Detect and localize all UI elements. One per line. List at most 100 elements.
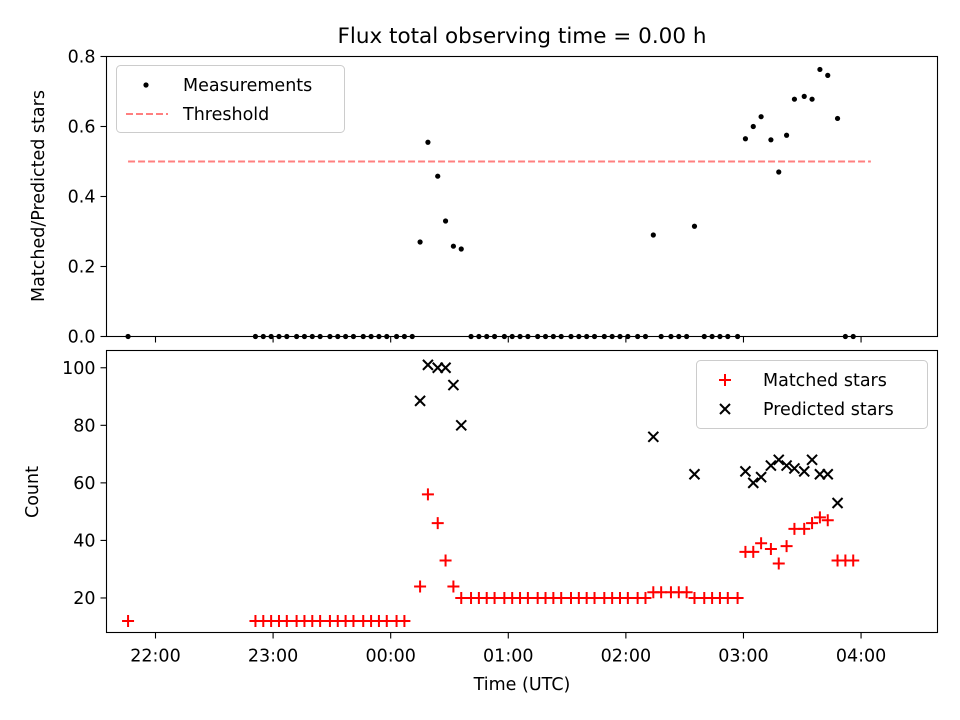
matched-star-point — [821, 514, 834, 527]
y-tick-label: 0.2 — [68, 258, 96, 278]
matched-star-point — [398, 614, 411, 627]
y-tick-label: 20 — [73, 589, 95, 609]
matched-star-point — [813, 511, 826, 524]
predicted-star-point — [806, 454, 818, 466]
measurement-point — [450, 243, 457, 249]
x-tick-label: 03:00 — [718, 647, 768, 667]
legend-threshold-label: Threshold — [182, 105, 269, 125]
predicted-star-point — [439, 362, 452, 374]
x-tick-label: 01:00 — [483, 647, 533, 667]
matched-star-point — [414, 580, 427, 593]
matched-star-point — [680, 586, 693, 599]
top-y-ticks: 0.0 0.2 0.4 0.6 0.8 — [68, 48, 107, 348]
predicted-star-point — [739, 465, 752, 478]
legend-predicted-label: Predicted stars — [763, 400, 894, 420]
predicted-star-point — [647, 431, 660, 443]
measurement-point — [791, 96, 798, 102]
bottom-x-ticks: 22:00 23:00 00:00 01:00 02:00 03:00 04:00 — [130, 632, 886, 667]
measurement-point — [817, 66, 823, 73]
bottom-series — [122, 359, 860, 627]
measurement-point — [442, 218, 449, 224]
predicted-star-point — [688, 468, 701, 480]
predicted-star-point — [447, 379, 460, 391]
matched-star-point — [798, 522, 811, 535]
bottom-plot-frame — [105, 349, 939, 634]
y-tick-label: 0.8 — [68, 48, 96, 68]
matched-star-point — [764, 543, 777, 556]
x-tick-label: 02:00 — [601, 647, 651, 667]
legend-matched-marker — [719, 374, 731, 386]
measurement-point — [758, 114, 764, 120]
matched-star-point — [747, 545, 760, 558]
measurement-point — [742, 136, 749, 142]
predicted-star-point — [455, 419, 467, 432]
x-tick-label: 22:00 — [130, 647, 180, 667]
bottom-legend-box — [696, 360, 928, 429]
bottom-panel: 20 40 60 80 100 22:00 23:00 00:00 01:00 02:00 03:… — [23, 349, 939, 695]
measurement-point — [650, 232, 656, 238]
chart-title: Flux total observing time = 0.00 h — [338, 24, 707, 49]
matched-star-point — [755, 537, 768, 550]
y-tick-label: 100 — [62, 359, 95, 379]
top-legend-box — [116, 65, 345, 133]
measurement-point — [458, 246, 464, 252]
predicted-star-point — [755, 471, 767, 483]
y-tick-label: 0.0 — [68, 328, 96, 348]
top-panel: 0.00.20.40.60.8 Matched/Predicted stars … — [29, 48, 939, 348]
legend-measurements-label: Measurements — [183, 76, 312, 96]
measurement-point — [750, 123, 756, 130]
predicted-star-point — [773, 454, 785, 466]
predicted-star-point — [765, 459, 777, 472]
y-tick-label: 60 — [73, 474, 95, 494]
predicted-star-point — [414, 395, 426, 407]
x-tick-label: 23:00 — [248, 647, 298, 667]
top-y-axis-label: Matched/Predicted stars — [29, 90, 49, 302]
matched-star-point — [122, 614, 135, 627]
bottom-legend: Matched stars Predicted stars — [696, 360, 928, 429]
legend-matched-label: Matched stars — [763, 371, 887, 391]
measurement-point — [768, 137, 774, 143]
measurement-point — [776, 169, 782, 175]
measurement-point — [435, 173, 441, 179]
matched-star-point — [806, 517, 819, 530]
y-tick-label: 0.6 — [68, 118, 96, 138]
predicted-star-point — [831, 497, 844, 509]
predicted-star-point — [747, 477, 759, 489]
matched-star-point — [447, 580, 460, 593]
x-axis-label: Time (UTC) — [473, 675, 571, 695]
measurement-point — [425, 139, 431, 145]
predicted-star-point — [780, 459, 793, 472]
legend-predicted-marker — [719, 403, 731, 415]
x-tick-label: 00:00 — [365, 647, 415, 667]
bottom-y-ticks: 20 40 60 80 100 — [62, 359, 107, 609]
measurement-point — [809, 96, 815, 102]
matched-star-point — [847, 554, 860, 567]
matched-star-point — [421, 488, 434, 501]
y-tick-label: 0.4 — [68, 188, 96, 208]
predicted-star-point — [822, 468, 834, 480]
bottom-y-axis-label: Count — [23, 466, 43, 518]
measurement-point — [417, 239, 423, 245]
measurement-point — [691, 223, 698, 229]
predicted-star-point — [798, 465, 810, 478]
y-tick-label: 80 — [73, 416, 95, 436]
legend-measurements-marker — [143, 82, 149, 88]
matched-star-point — [439, 554, 452, 567]
matched-star-point — [772, 557, 785, 570]
predicted-star-point — [422, 359, 434, 371]
measurement-point — [825, 72, 831, 78]
matched-star-point — [731, 591, 744, 604]
x-tick-label: 04:00 — [836, 647, 886, 667]
y-tick-label: 40 — [73, 531, 95, 551]
matched-star-point — [639, 591, 652, 604]
measurement-point — [783, 132, 790, 138]
matched-star-point — [431, 517, 444, 530]
top-legend: Measurements Threshold — [116, 65, 345, 133]
measurement-point — [801, 93, 807, 99]
top-x-ticks — [154, 336, 862, 343]
matched-star-point — [780, 540, 793, 553]
top-plot-frame — [105, 55, 939, 338]
measurement-point — [834, 115, 841, 122]
predicted-star-point — [788, 462, 801, 475]
